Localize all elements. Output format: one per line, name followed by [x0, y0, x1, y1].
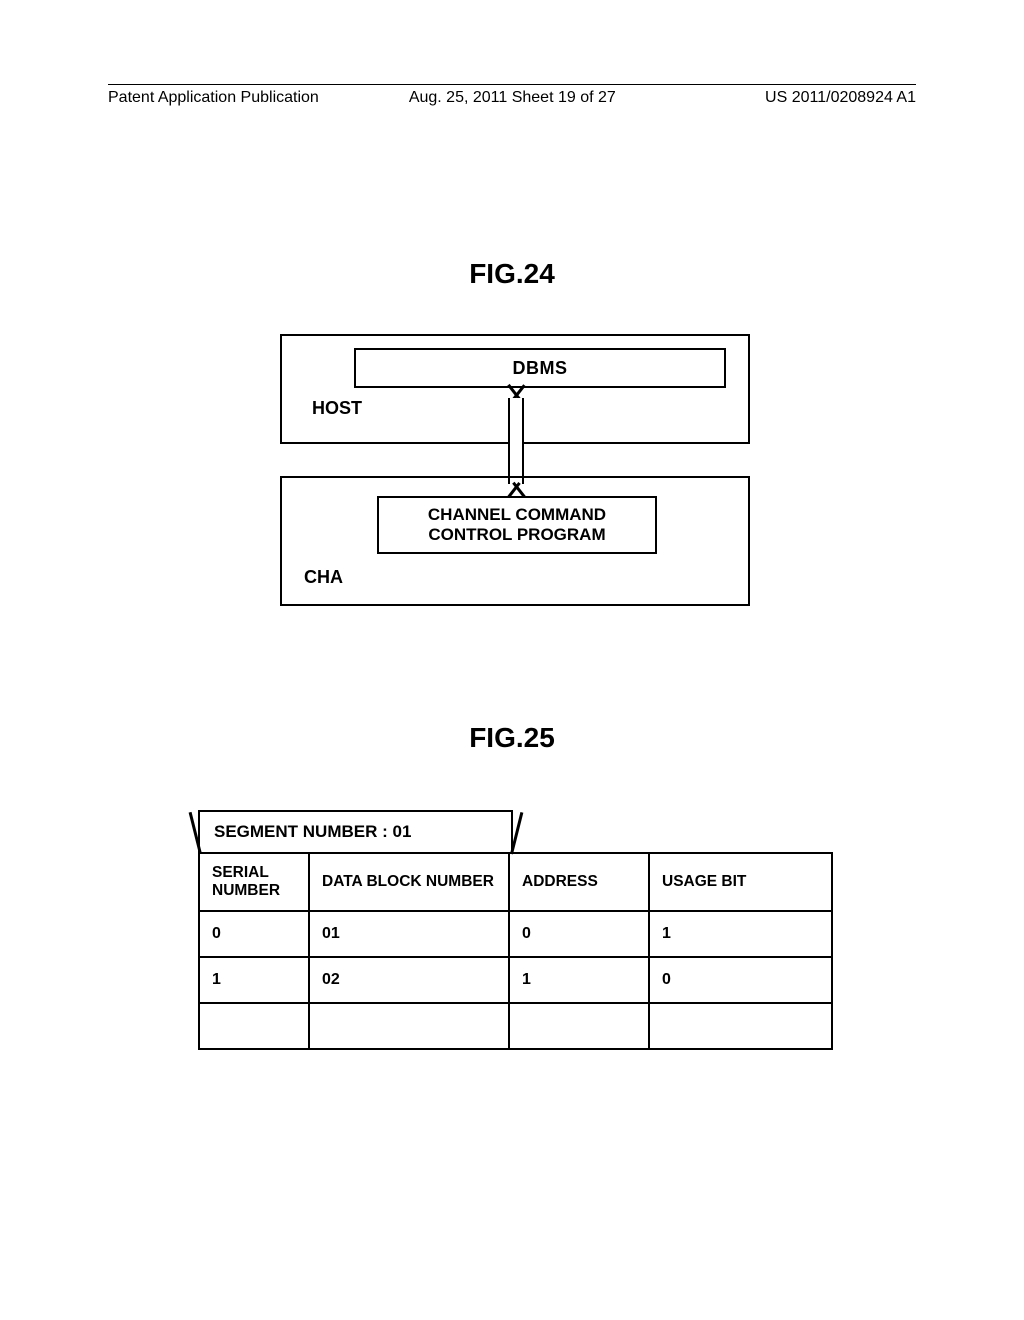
table-row: [199, 1003, 832, 1049]
col-data-block-number: DATA BLOCK NUMBER: [309, 853, 509, 911]
fig25-table-wrap: SEGMENT NUMBER : 01 SERIAL NUMBER DATA B…: [198, 810, 833, 1050]
dbms-label: DBMS: [513, 358, 568, 379]
cell: 1: [649, 911, 832, 957]
channel-command-box: CHANNEL COMMAND CONTROL PROGRAM: [377, 496, 657, 554]
fig25-label: FIG.25: [469, 722, 555, 754]
cha-box: CHANNEL COMMAND CONTROL PROGRAM CHA: [280, 476, 750, 606]
fig24-label: FIG.24: [469, 258, 555, 290]
col-address: ADDRESS: [509, 853, 649, 911]
col-usage-bit: USAGE BIT: [649, 853, 832, 911]
cell: 1: [199, 957, 309, 1003]
segment-table: SERIAL NUMBER DATA BLOCK NUMBER ADDRESS …: [198, 852, 833, 1050]
cell: 0: [649, 957, 832, 1003]
header-right: US 2011/0208924 A1: [765, 89, 916, 107]
fig24-diagram: DBMS HOST CHANNEL COMMAND CONTROL PROGRA…: [280, 334, 750, 606]
dbms-box: DBMS: [354, 348, 726, 388]
segment-tab-text: SEGMENT NUMBER : 01: [214, 822, 411, 842]
table-header-row: SERIAL NUMBER DATA BLOCK NUMBER ADDRESS …: [199, 853, 832, 911]
host-label: HOST: [312, 398, 362, 419]
header-mid: Aug. 25, 2011 Sheet 19 of 27: [409, 89, 616, 107]
table-row: 1 02 1 0: [199, 957, 832, 1003]
cell: 0: [199, 911, 309, 957]
cell: [199, 1003, 309, 1049]
cell: [309, 1003, 509, 1049]
segment-number-tab: SEGMENT NUMBER : 01: [198, 810, 513, 852]
cha-label: CHA: [304, 567, 343, 588]
ccp-label: CHANNEL COMMAND CONTROL PROGRAM: [428, 505, 606, 546]
table-row: 0 01 0 1: [199, 911, 832, 957]
cell: 0: [509, 911, 649, 957]
col-serial-number: SERIAL NUMBER: [199, 853, 309, 911]
cell: 02: [309, 957, 509, 1003]
header-left: Patent Application Publication: [108, 89, 319, 107]
cell: [509, 1003, 649, 1049]
cell: [649, 1003, 832, 1049]
cell: 01: [309, 911, 509, 957]
cell: 1: [509, 957, 649, 1003]
page-header: Patent Application Publication Aug. 25, …: [108, 84, 916, 112]
